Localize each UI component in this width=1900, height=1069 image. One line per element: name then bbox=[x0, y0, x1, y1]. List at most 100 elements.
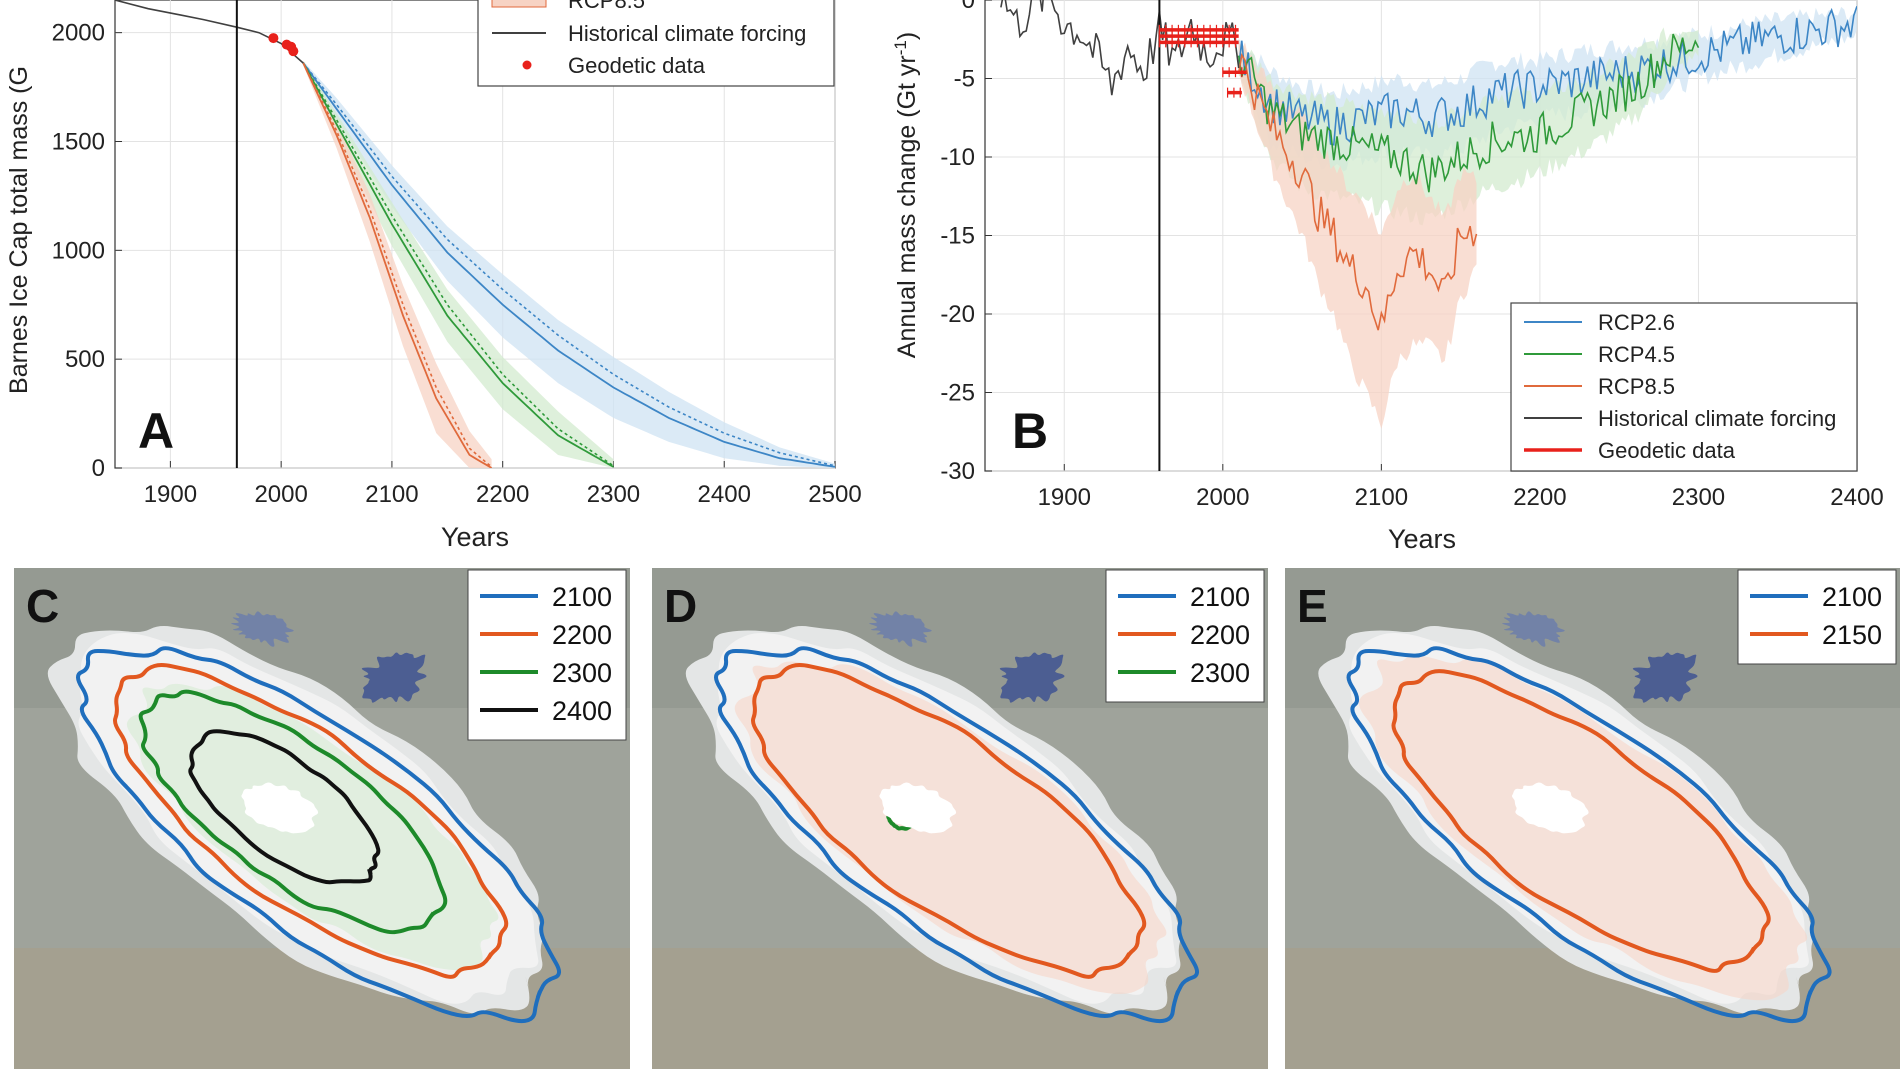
panel-e-lake-north bbox=[1502, 611, 1565, 647]
panel-c-lake-north bbox=[231, 611, 294, 647]
panel-b-xtick-label: 1900 bbox=[1038, 484, 1091, 511]
panel-d-contour-2100 bbox=[714, 646, 1199, 1024]
panel-c-contour-2200 bbox=[113, 663, 509, 979]
panel-a-xlabel: Years bbox=[441, 522, 509, 552]
panel-a-ytick-label: 2000 bbox=[52, 20, 105, 47]
panel-c-projected-ice-fill bbox=[126, 683, 499, 971]
panel-b-fan-rcp45 bbox=[1238, 27, 1699, 226]
panel-e-legend-box bbox=[1737, 569, 1897, 665]
panel-a-ylabel: Barnes Ice Cap total mass (G bbox=[5, 66, 33, 394]
panel-b-chart: 1900 2000 2100 2200 2300 2400 0 -5 -10 -15 -20 -25 -… bbox=[891, 0, 1884, 554]
panel-b-ytick-label: -30 bbox=[940, 458, 975, 485]
panel-b-ylabel-superscript: -1 bbox=[891, 40, 910, 55]
panel-b-ytick-label: 0 bbox=[962, 0, 975, 14]
panel-c-legend-label-2100: 2100 bbox=[552, 582, 612, 612]
panel-e-contour-2100 bbox=[1346, 646, 1832, 1024]
panel-b-line-rcp26 bbox=[1237, 5, 1857, 146]
panel-a-geodetic-point bbox=[268, 33, 279, 44]
panel-a-fan-rcp26 bbox=[303, 60, 835, 468]
panel-b-xtick-label: 2100 bbox=[1355, 484, 1408, 511]
panel-b-legend: RCP2.6 RCP4.5 RCP8.5 Historical climate for… bbox=[1510, 302, 1858, 472]
panel-a-chart: 1900 2000 2100 2200 2300 2400 2500 0 500 1000 1500… bbox=[5, 0, 862, 552]
panel-b-legend-label-rcp8-5: RCP8.5 bbox=[1598, 374, 1675, 399]
panel-b-line-historical bbox=[1000, 0, 1240, 96]
panel-a-series-lines bbox=[115, 0, 835, 468]
panel-a-line-rcp45 bbox=[302, 62, 614, 468]
panel-a-xtick-label: 2300 bbox=[587, 481, 640, 508]
panel-a-xtick-label: 1900 bbox=[144, 481, 197, 508]
panel-c-contour-2300 bbox=[138, 689, 448, 935]
panel-d-projected-ice-fill bbox=[734, 661, 1167, 995]
panel-a-tick-labels: 1900 2000 2100 2200 2300 2400 2500 0 500 1000 1500… bbox=[52, 20, 862, 508]
panel-a-legend-label-rcp85: RCP8.5 bbox=[568, 0, 645, 13]
panel-b-ytick-label: -15 bbox=[940, 223, 975, 250]
panel-a-ytick-label: 1000 bbox=[52, 237, 105, 264]
panel-c-letter: C bbox=[26, 580, 59, 632]
panel-d-legend-label-2100: 2100 bbox=[1190, 582, 1250, 612]
panel-d-contour-2200 bbox=[751, 663, 1147, 979]
panel-a-legend-label-historical: Historical climate forcing bbox=[568, 21, 806, 46]
panel-b-legend-label-geodetic-data: Geodetic data bbox=[1598, 438, 1736, 463]
panel-c-legend-label-2200: 2200 bbox=[552, 620, 612, 650]
panel-d-lake-north bbox=[869, 611, 932, 647]
panel-c-summit bbox=[241, 782, 319, 834]
panel-d-letter: D bbox=[664, 580, 697, 632]
panel-b-line-rcp85 bbox=[1237, 52, 1478, 331]
panel-b-ylabel: Annual mass change (Gt yr-1) bbox=[891, 32, 921, 358]
panel-a-legend: RCP8.5 Historical climate forcing Geodet… bbox=[477, 0, 835, 87]
panel-a-legend-label-geodetic: Geodetic data bbox=[568, 53, 706, 78]
panel-a-legend-box bbox=[477, 0, 835, 87]
panel-b-ylabel-close: ) bbox=[893, 32, 921, 40]
panel-b-series-lines bbox=[1000, 0, 1857, 471]
panel-e-contour-2150 bbox=[1391, 669, 1771, 973]
panel-a-xtick-label: 2000 bbox=[254, 481, 307, 508]
panel-a-legend-swatch-geodetic bbox=[522, 60, 532, 70]
panel-c-legend-label-2300: 2300 bbox=[552, 658, 612, 688]
panel-b-tick-labels: 1900 2000 2100 2200 2300 2400 0 -5 -10 -15 -20 -25 -… bbox=[940, 0, 1883, 511]
panel-b-legend-label-historical-climate-forcing: Historical climate forcing bbox=[1598, 406, 1836, 431]
panel-d-map: D 2100 2200 2300 bbox=[652, 568, 1268, 1069]
panel-a-xtick-label: 2200 bbox=[476, 481, 529, 508]
panel-a-line-rcp26 bbox=[302, 62, 835, 468]
panel-d-lake-dark bbox=[999, 652, 1065, 703]
panel-a-ytick-label: 500 bbox=[65, 346, 105, 373]
panel-a-ytick-label: 1500 bbox=[52, 128, 105, 155]
panel-b-ylabel-main: Annual mass change (Gt yr bbox=[893, 55, 921, 358]
panel-d-legend-label-2300: 2300 bbox=[1190, 658, 1250, 688]
panel-e-letter: E bbox=[1297, 580, 1328, 632]
panel-b-ytick-label: -5 bbox=[954, 66, 975, 93]
panel-d-summit bbox=[879, 782, 957, 834]
panel-b-line-rcp45 bbox=[1237, 33, 1700, 193]
panel-a-xtick-label: 2400 bbox=[698, 481, 751, 508]
panel-b-legend-label-rcp4-5: RCP4.5 bbox=[1598, 342, 1675, 367]
panel-b-xlabel: Years bbox=[1388, 524, 1456, 554]
panel-b-legend-items: RCP2.6 RCP4.5 RCP8.5 Historical climate for… bbox=[1524, 310, 1836, 463]
panel-c-lake-dark bbox=[361, 652, 427, 703]
panel-c-contour-2400 bbox=[188, 729, 381, 885]
panel-e-projected-ice-fill bbox=[1358, 655, 1808, 1001]
panel-a-line-dotted-rcp26 bbox=[302, 62, 835, 467]
panel-d-legend-label-2200: 2200 bbox=[1190, 620, 1250, 650]
panel-a-line-dotted-rcp85 bbox=[302, 62, 493, 468]
panel-b-fan-rcp85 bbox=[1238, 37, 1477, 429]
panel-e-legend-label-2100: 2100 bbox=[1822, 582, 1882, 612]
panel-a-xtick-label: 2500 bbox=[808, 481, 861, 508]
panel-a-letter: A bbox=[138, 403, 174, 459]
panel-b-legend-label-rcp2-6: RCP2.6 bbox=[1598, 310, 1675, 335]
panel-b-ytick-label: -20 bbox=[940, 301, 975, 328]
panel-a-geodetic-point bbox=[288, 46, 299, 57]
panel-a-legend-swatch-rcp85 bbox=[491, 0, 547, 8]
panel-b-xtick-label: 2300 bbox=[1672, 484, 1725, 511]
panel-e-map: E 2100 2150 bbox=[1285, 568, 1900, 1069]
panel-b-xtick-label: 2000 bbox=[1196, 484, 1249, 511]
panel-b-ytick-label: -10 bbox=[940, 144, 975, 171]
panel-e-legend-label-2150: 2150 bbox=[1822, 620, 1882, 650]
panel-e-summit bbox=[1511, 782, 1589, 834]
panel-b-xtick-label: 2400 bbox=[1830, 484, 1883, 511]
panel-c-contour-2100 bbox=[76, 646, 561, 1024]
panel-e-lake-dark bbox=[1632, 652, 1698, 703]
panel-a-xtick-label: 2100 bbox=[365, 481, 418, 508]
panel-c-map: C 2100 2200 2300 2400 bbox=[14, 568, 630, 1069]
panel-c-legend-label-2400: 2400 bbox=[552, 696, 612, 726]
